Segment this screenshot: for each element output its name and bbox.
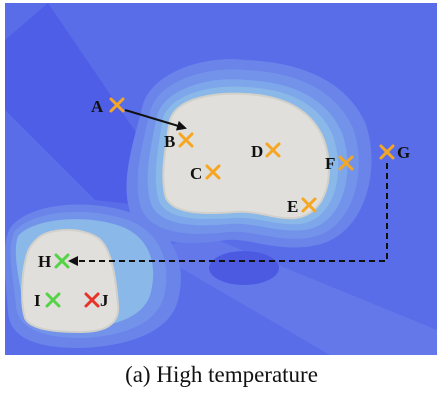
point-j: J bbox=[84, 291, 109, 310]
point-b: B bbox=[164, 132, 194, 151]
x-mark-icon bbox=[54, 253, 70, 269]
point-c: C bbox=[190, 164, 221, 183]
point-d: D bbox=[251, 142, 281, 161]
point-label: H bbox=[38, 252, 51, 271]
point-label: D bbox=[251, 142, 263, 161]
figure-caption: (a) High temperature bbox=[125, 362, 318, 387]
point-label: J bbox=[100, 291, 109, 310]
point-label: G bbox=[397, 143, 410, 162]
x-mark-icon bbox=[84, 292, 100, 308]
arrow-a-to-b bbox=[124, 109, 187, 131]
x-mark-icon bbox=[45, 292, 61, 308]
x-mark-icon bbox=[379, 144, 395, 160]
point-g: G bbox=[379, 143, 410, 162]
point-label: F bbox=[325, 154, 335, 173]
point-label: C bbox=[190, 164, 202, 183]
point-f: F bbox=[325, 154, 354, 173]
point-label: B bbox=[164, 132, 175, 151]
x-mark-icon bbox=[178, 132, 194, 148]
deep-blob bbox=[209, 251, 279, 285]
x-mark-icon bbox=[205, 164, 221, 180]
x-mark-icon bbox=[109, 97, 125, 113]
point-e: E bbox=[287, 197, 317, 216]
x-mark-icon bbox=[265, 142, 281, 158]
upper-basin-island bbox=[162, 92, 330, 220]
point-i: I bbox=[34, 291, 61, 310]
x-mark-icon bbox=[338, 155, 354, 171]
point-h: H bbox=[38, 252, 70, 271]
point-label: A bbox=[91, 97, 104, 116]
x-mark-icon bbox=[301, 197, 317, 213]
landscape-background bbox=[5, 3, 437, 355]
point-label: E bbox=[287, 197, 298, 216]
arrow-g-to-h bbox=[68, 163, 388, 266]
lower-basin-island bbox=[21, 228, 120, 334]
point-a: A bbox=[91, 97, 125, 116]
point-label: I bbox=[34, 291, 41, 310]
left-deep-channel bbox=[5, 3, 148, 205]
